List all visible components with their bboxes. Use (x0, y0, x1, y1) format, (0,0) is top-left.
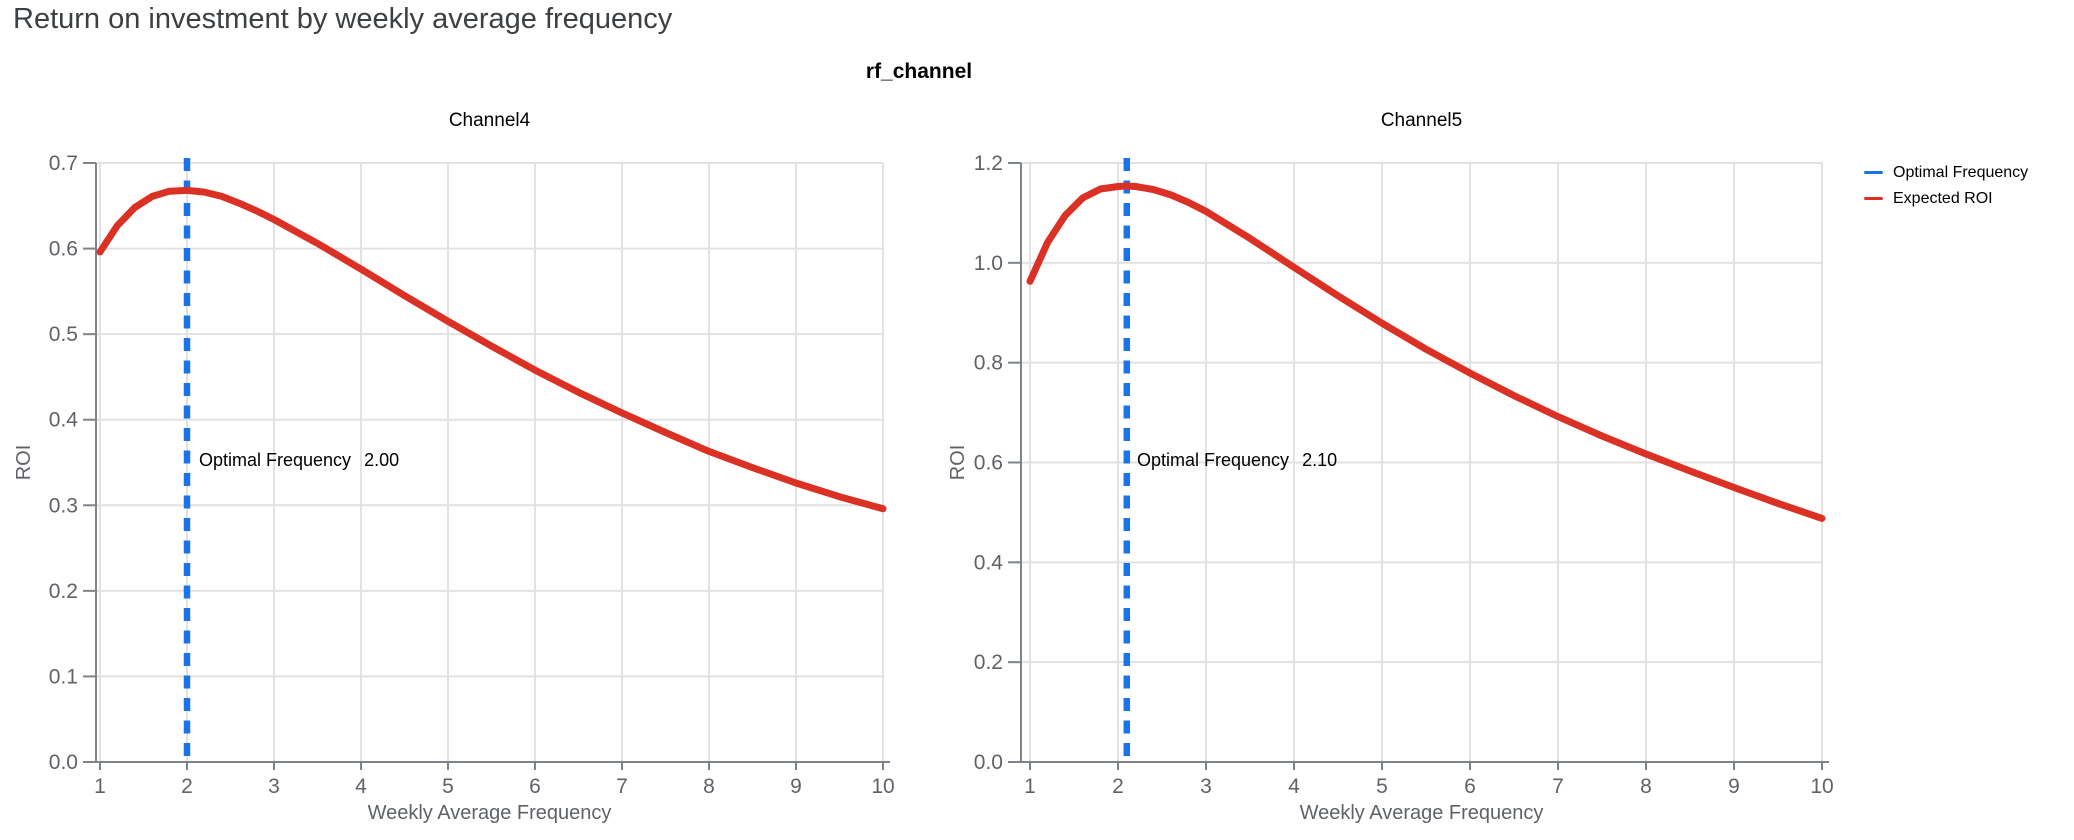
y-tick-label: 0.3 (49, 494, 78, 517)
subplot-title: Channel5 (1381, 110, 1462, 131)
y-tick-label: 0.7 (49, 152, 78, 175)
x-tick-label: 9 (1728, 775, 1740, 798)
expected-roi-curve (1026, 182, 1826, 522)
x-tick-label: 8 (1640, 775, 1652, 798)
y-tick-label: 0.8 (974, 352, 1003, 375)
x-tick-label: 5 (442, 775, 454, 798)
x-tick-label: 4 (1288, 775, 1300, 798)
y-tick-label: 0.6 (974, 452, 1003, 475)
legend-item-label: Optimal Frequency (1893, 164, 2029, 181)
y-tick-label: 1.0 (974, 252, 1003, 275)
x-tick-label: 6 (529, 775, 541, 798)
optimal-frequency-annotation: Optimal Frequency 2.10 (1137, 450, 1337, 470)
y-tick-label: 0.6 (49, 238, 78, 261)
subplot-title: Channel4 (449, 110, 531, 131)
y-tick-label: 0.4 (49, 409, 79, 432)
legend-item: Expected ROI (1864, 189, 2028, 208)
expected-roi-swatch-icon (1864, 197, 1883, 200)
legend-item: Optimal Frequency (1864, 163, 2028, 182)
facet-strip-title: rf_channel (865, 60, 973, 83)
x-tick-label: 4 (355, 775, 367, 798)
y-axis-title: ROI (950, 445, 969, 481)
y-tick-label: 0.1 (49, 665, 78, 688)
x-tick-label: 7 (1552, 775, 1564, 798)
legend: Optimal Frequency Expected ROI (1864, 163, 2028, 208)
y-tick-label: 0.0 (49, 751, 78, 774)
x-tick-label: 9 (790, 775, 802, 798)
chart-channel5: 0.0 0.2 0.4 0.6 0.8 1.0 1.2 1 2 3 4 5 6 7 8 9 10 Weekly A… (950, 110, 1834, 824)
legend-item-label: Expected ROI (1893, 190, 1993, 207)
x-axis-title: Weekly Average Frequency (368, 802, 612, 824)
optimal-frequency-swatch-icon (1864, 171, 1883, 174)
x-tick-label: 10 (1810, 775, 1833, 798)
y-tick-label: 0.5 (49, 323, 78, 346)
x-tick-label: 1 (1024, 775, 1036, 798)
x-tick-label: 8 (703, 775, 715, 798)
y-tick-label: 0.0 (974, 751, 1003, 774)
x-tick-label: 7 (616, 775, 628, 798)
y-tick-label: 0.2 (974, 651, 1003, 674)
y-tick-label: 0.2 (49, 580, 78, 603)
x-tick-label: 1 (94, 775, 106, 798)
y-tick-label: 1.2 (974, 152, 1003, 175)
x-tick-label: 3 (1200, 775, 1212, 798)
x-tick-label: 2 (181, 775, 193, 798)
optimal-frequency-annotation: Optimal Frequency 2.00 (199, 450, 399, 470)
y-tick-label: 0.4 (974, 551, 1004, 574)
y-axis-title: ROI (13, 445, 35, 481)
chart-channel4: 0.0 0.1 0.2 0.3 0.4 0.5 0.6 0.7 1 2 3 4 5 6 7 8 9 10 Weekl… (13, 110, 895, 824)
x-tick-label: 10 (871, 775, 894, 798)
x-tick-label: 6 (1464, 775, 1476, 798)
expected-roi-curve (96, 186, 887, 513)
x-axis-title: Weekly Average Frequency (1300, 802, 1544, 824)
x-tick-label: 5 (1376, 775, 1388, 798)
page-title: Return on investment by weekly average f… (13, 3, 673, 35)
x-tick-label: 3 (268, 775, 280, 798)
x-tick-label: 2 (1112, 775, 1124, 798)
